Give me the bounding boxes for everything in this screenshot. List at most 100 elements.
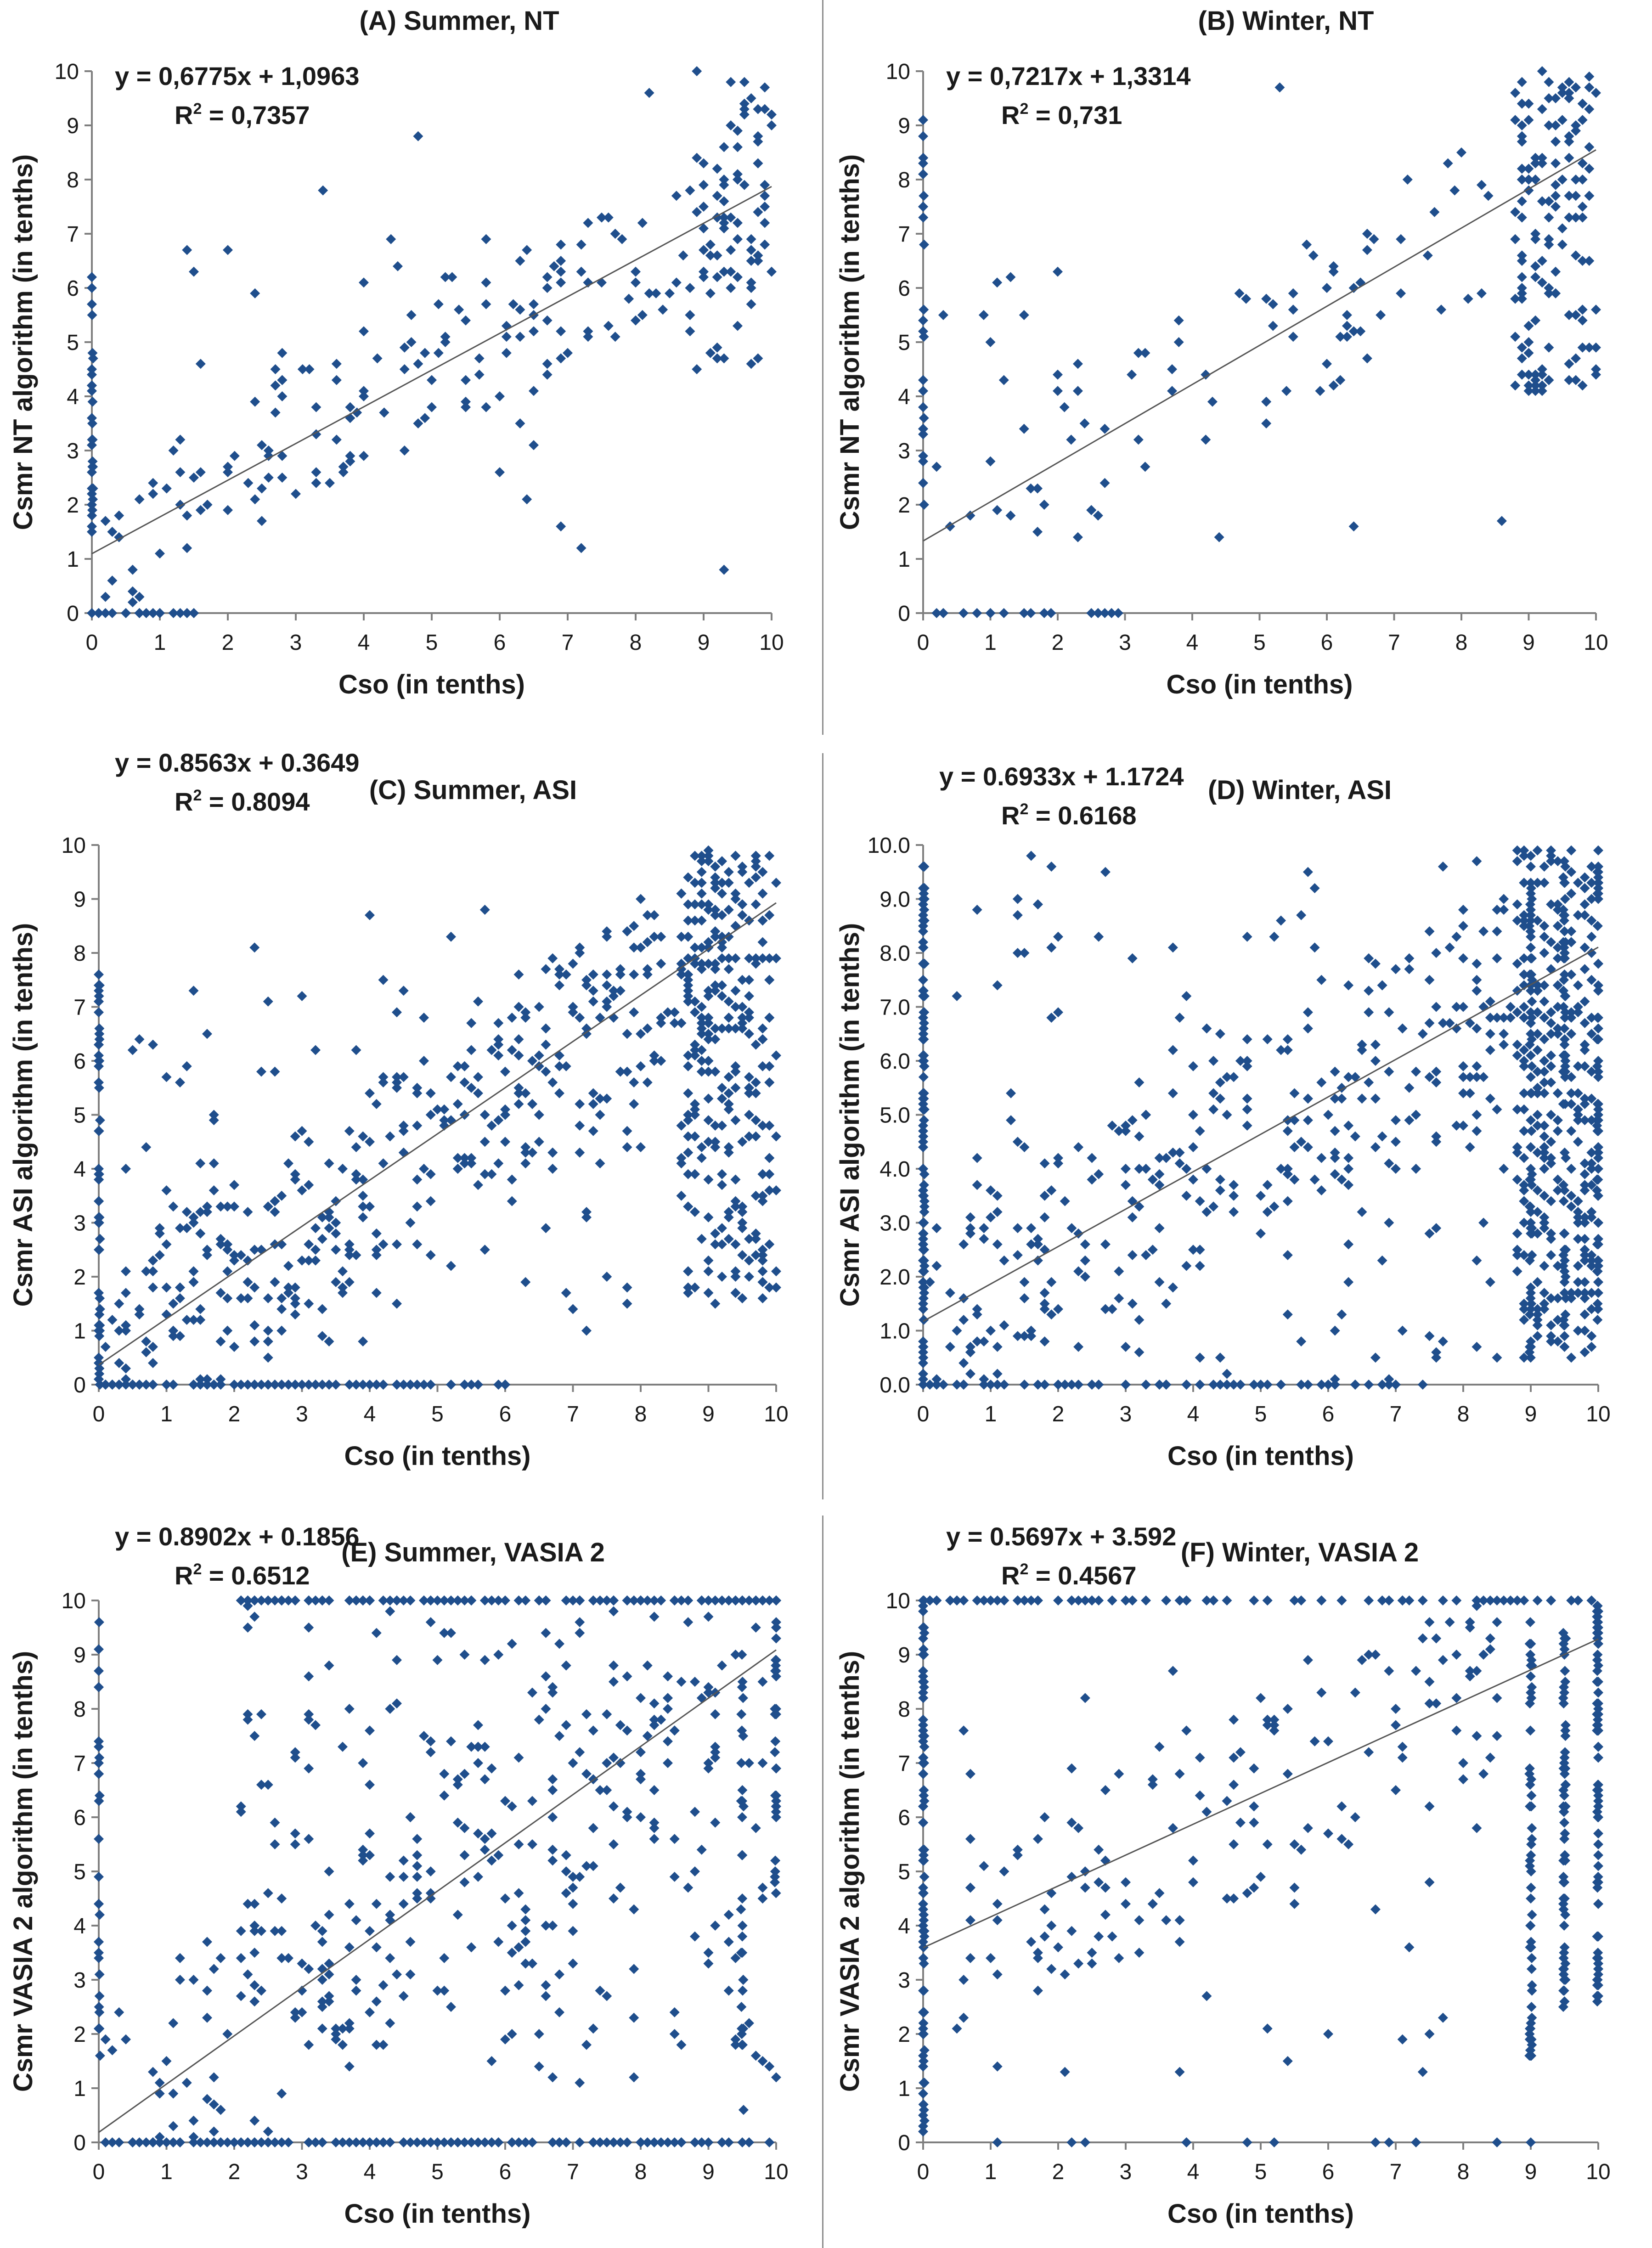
data-point: [439, 1953, 450, 1963]
data-point: [188, 2132, 199, 2142]
data-point: [121, 1288, 131, 1298]
data-point: [263, 445, 274, 456]
data-point: [1524, 1201, 1535, 1212]
data-point: [1546, 1293, 1556, 1303]
data-point: [1539, 1034, 1550, 1044]
data-point: [717, 856, 727, 867]
data-point: [1161, 1380, 1172, 1390]
data-point: [919, 1115, 929, 1126]
data-point: [1181, 991, 1192, 1001]
x-axis-label: Cso (in tenths): [1167, 2199, 1354, 2229]
data-point: [202, 1374, 212, 1385]
data-point: [1282, 1250, 1293, 1260]
data-point: [283, 1282, 293, 1293]
data-point: [663, 1693, 673, 1703]
data-point: [1586, 1261, 1597, 1271]
data-point: [730, 1023, 741, 1034]
data-point: [1208, 1056, 1219, 1066]
data-point: [290, 1595, 300, 1606]
data-point: [1099, 608, 1110, 618]
data-point: [94, 1352, 104, 1363]
data-point: [392, 1380, 402, 1390]
data-point: [730, 1082, 741, 1093]
data-point: [1485, 1093, 1495, 1104]
y-tick-label: 4: [898, 385, 910, 409]
data-point: [1458, 905, 1468, 915]
data-point: [148, 478, 158, 488]
data-point: [263, 1888, 273, 1899]
data-point: [1593, 1277, 1603, 1287]
data-point: [1557, 239, 1567, 250]
data-point: [1546, 1250, 1556, 1260]
data-point: [493, 1650, 504, 1660]
data-point: [1546, 1331, 1556, 1341]
data-point: [182, 608, 192, 618]
data-point: [507, 1196, 517, 1206]
y-tick-label: 7: [898, 1752, 910, 1776]
data-point: [1517, 163, 1527, 174]
data-point: [730, 921, 741, 931]
y-tick-label: 0: [73, 2131, 86, 2155]
data-point: [1384, 1066, 1394, 1077]
data-point: [985, 337, 996, 347]
data-point: [575, 1617, 585, 1628]
data-point: [1026, 1331, 1037, 1341]
data-point: [95, 1234, 105, 1244]
data-point: [1370, 1039, 1381, 1050]
data-point: [631, 315, 641, 326]
data-point: [1330, 1380, 1340, 1390]
data-point: [1526, 1790, 1537, 1801]
data-point: [712, 191, 722, 201]
data-point: [425, 2137, 436, 2147]
data-point: [493, 1050, 504, 1061]
data-point: [1517, 131, 1527, 141]
data-point: [1154, 1153, 1165, 1163]
data-point: [622, 1595, 632, 1606]
data-point: [439, 1628, 450, 1638]
data-point: [1053, 1595, 1063, 1606]
data-point: [351, 1250, 361, 1260]
data-point: [1592, 1315, 1603, 1325]
data-point: [669, 2137, 680, 2147]
data-point: [324, 1380, 334, 1390]
data-point: [1087, 1153, 1097, 1163]
data-point: [359, 451, 369, 461]
data-point: [1571, 191, 1581, 201]
data-point: [195, 1228, 206, 1239]
data-point: [737, 1013, 748, 1023]
data-point: [1566, 1201, 1577, 1212]
data-point: [918, 1358, 928, 1368]
data-point: [918, 1347, 928, 1358]
data-point: [1593, 1639, 1603, 1649]
data-point: [242, 1623, 253, 1633]
data-point: [324, 1595, 334, 1606]
data-point: [1512, 899, 1522, 910]
data-point: [642, 1731, 653, 1741]
data-point: [168, 2088, 179, 2099]
data-point: [1080, 1239, 1090, 1250]
data-point: [581, 1861, 592, 1871]
data-point: [344, 1942, 355, 1953]
data-point: [1201, 1807, 1212, 1817]
data-point: [744, 1088, 754, 1099]
data-point: [1485, 996, 1495, 1007]
data-point: [1573, 1061, 1583, 1071]
data-point: [1512, 1245, 1522, 1255]
data-point: [1121, 1595, 1131, 1606]
data-point: [1472, 1023, 1482, 1034]
data-point: [1552, 953, 1563, 963]
data-point: [1566, 1293, 1577, 1303]
data-point: [236, 1801, 246, 1812]
data-point: [88, 483, 98, 494]
data-point: [1472, 958, 1482, 969]
data-point: [1424, 1801, 1435, 1812]
data-point: [595, 1158, 605, 1169]
data-point: [1559, 1228, 1569, 1239]
data-point: [466, 2137, 477, 2147]
data-point: [683, 986, 694, 996]
data-point: [215, 1953, 226, 1963]
data-point: [1544, 77, 1554, 87]
data-point: [918, 1013, 928, 1023]
data-point: [771, 1801, 781, 1812]
data-point: [757, 937, 768, 947]
